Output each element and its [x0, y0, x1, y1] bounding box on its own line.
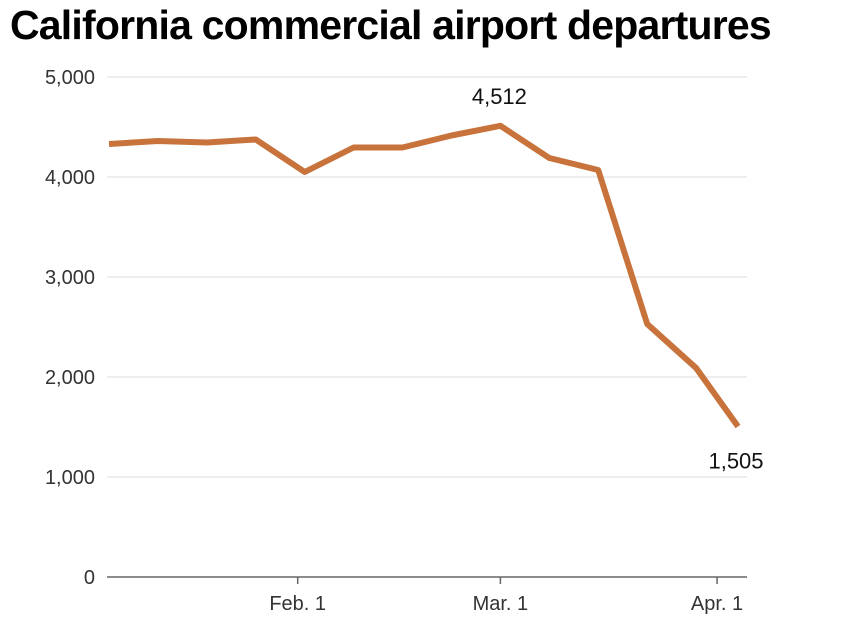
y-axis: 0 1,000 2,000 3,000 4,000 5,000 [45, 67, 95, 589]
y-tick-label: 2,000 [45, 367, 95, 389]
annotations: 4,512 1,505 [472, 84, 764, 474]
series-group [108, 122, 741, 429]
series-line [108, 122, 741, 429]
x-tick-label: Apr. 1 [691, 593, 743, 615]
data-label: 1,505 [708, 449, 763, 474]
x-tick-label: Feb. 1 [269, 593, 326, 615]
y-tick-label: 0 [84, 567, 95, 589]
chart-title: California commercial airport departures [10, 2, 772, 48]
y-tick-label: 4,000 [45, 167, 95, 189]
y-tick-label: 1,000 [45, 467, 95, 489]
x-tick-label: Mar. 1 [473, 593, 529, 615]
y-tick-label: 3,000 [45, 267, 95, 289]
data-label: 4,512 [472, 84, 527, 109]
gridlines [107, 76, 747, 478]
y-tick-label: 5,000 [45, 67, 95, 89]
x-axis: Feb. 1 Mar. 1 Apr. 1 [107, 576, 747, 615]
